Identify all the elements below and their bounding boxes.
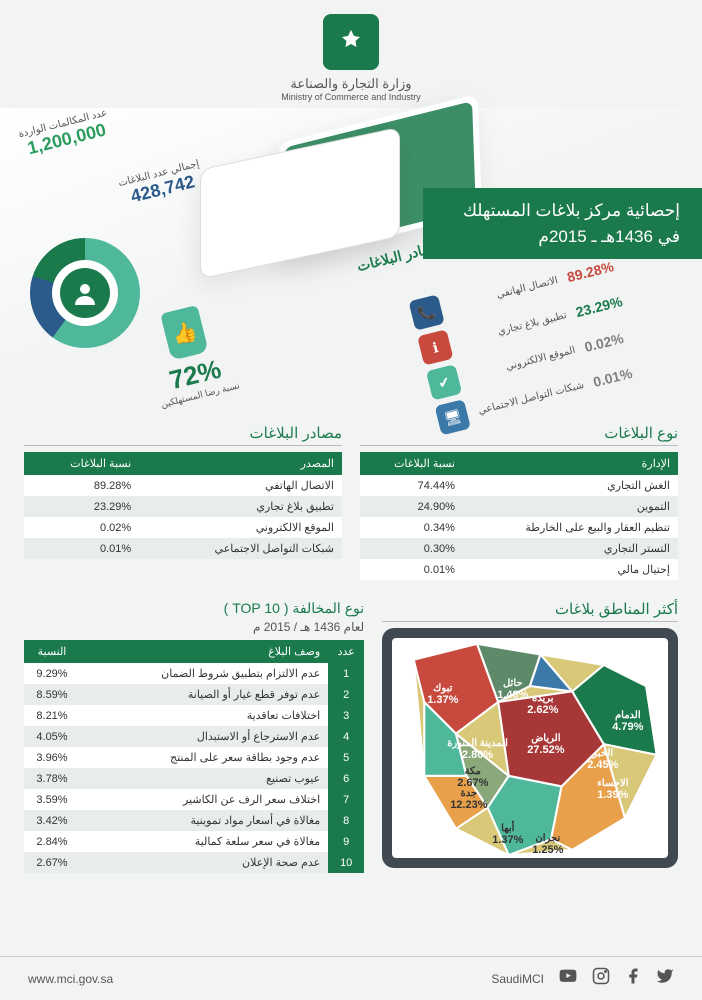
source-icon: ✔: [426, 364, 462, 400]
map-screen: الرياض27.52% جدة12.23% الدمام4.79% المدينة …: [392, 638, 668, 858]
ministry-name-en: Ministry of Commerce and Industry: [0, 92, 702, 102]
map-region-label: الخبر2.45%: [587, 748, 618, 771]
map-region-label: حائل1.48%: [497, 678, 528, 701]
sources-table-title: مصادر البلاغات: [24, 424, 342, 446]
source-pct: 0.01%: [592, 361, 648, 390]
th-source: المصدر: [139, 452, 342, 475]
source-pct: 23.29%: [574, 292, 630, 321]
lower-row: أكثر المناطق بلاغات الرياض27.52% جدة12.23…: [0, 586, 702, 883]
map-region-label: الاحساء1.39%: [597, 778, 628, 801]
stat-total-reports: إجمالي عدد البلاغات 428,742: [117, 158, 205, 209]
th-desc: وصف البلاغ: [80, 640, 328, 663]
table-row: تطبيق بلاغ تجاري23.29%: [24, 496, 342, 517]
sources-table-col: مصادر البلاغات المصدر نسبة البلاغات الات…: [24, 424, 342, 580]
map-region-label: بريدة2.62%: [527, 693, 558, 716]
table-row: 9مغالاة في سعر سلعة كمالية2.84%: [24, 831, 364, 852]
map-column: أكثر المناطق بلاغات الرياض27.52% جدة12.23…: [382, 600, 678, 873]
thumbs-up-icon: [161, 305, 209, 361]
table-row: التستر التجاري0.30%: [360, 538, 678, 559]
th-top-pct: النسبة: [24, 640, 80, 663]
stat-satisfaction: 72% نسبة رضا المستهلكين: [140, 300, 241, 411]
type-table-col: نوع البلاغات الإدارة نسبة البلاغات الغش …: [360, 424, 678, 580]
table-row: شبكات التواصل الاجتماعي0.01%: [24, 538, 342, 559]
facebook-icon[interactable]: [624, 967, 642, 990]
table-row: تنظيم العقار والبيع على الخارطة0.34%: [360, 517, 678, 538]
th-pct: نسبة البلاغات: [360, 452, 463, 475]
map-region-label: الدمام4.79%: [612, 710, 643, 733]
agent-avatar-icon: [60, 268, 110, 318]
youtube-icon[interactable]: [558, 967, 578, 990]
table-row: 1عدم الالتزام بتطبيق شروط الضمان9.29%: [24, 663, 364, 684]
th-dept: الإدارة: [463, 452, 678, 475]
ministry-name-ar: وزارة التجارة والصناعة: [0, 76, 702, 92]
twitter-icon[interactable]: [656, 967, 674, 990]
map-region-label: أبها1.37%: [492, 823, 523, 846]
top10-column: نوع المخالفة ( TOP 10 ) لعام 1436 هـ / 2…: [24, 600, 364, 873]
table-row: الغش التجاري74.44%: [360, 475, 678, 496]
source-icon: 📞: [408, 294, 444, 330]
tablet-frame-icon: الرياض27.52% جدة12.23% الدمام4.79% المدينة …: [382, 628, 678, 868]
footer: SaudiMCI www.mci.gov.sa: [0, 956, 702, 1000]
hero-sources-list: 89.28%الاتصال الهاتفي📞23.29%تطبيق بلاغ ت…: [408, 239, 695, 442]
table-row: 10عدم صحة الإعلان2.67%: [24, 852, 364, 873]
source-pct: 0.02%: [583, 326, 639, 355]
website-url[interactable]: www.mci.gov.sa: [28, 972, 113, 986]
map-region-label: الرياض27.52%: [527, 733, 564, 756]
top10-table: عدد وصف البلاغ النسبة 1عدم الالتزام بتطب…: [24, 640, 364, 873]
table-row: إحتيال مالي0.01%: [360, 559, 678, 580]
source-icon: 🖥: [435, 399, 471, 435]
map-region-label: تبوك1.37%: [427, 683, 458, 706]
stat-incoming-calls: عدد المكالمات الواردة 1,200,000: [17, 107, 113, 160]
map-title: أكثر المناطق بلاغات: [382, 600, 678, 622]
table-row: 8مغالاة في أسعار مواد تموينية3.42%: [24, 810, 364, 831]
donut-chart: [30, 238, 140, 348]
th-src-pct: نسبة البلاغات: [24, 452, 139, 475]
table-row: التموين24.90%: [360, 496, 678, 517]
top10-subtitle: لعام 1436 هـ / 2015 م: [24, 620, 364, 634]
tables-row: نوع البلاغات الإدارة نسبة البلاغات الغش …: [0, 418, 702, 586]
source-pct: 89.28%: [565, 257, 621, 286]
type-table: الإدارة نسبة البلاغات الغش التجاري74.44%…: [360, 452, 678, 580]
source-icon: ℹ: [417, 329, 453, 365]
title-line1: إحصائية مركز بلاغات المستهلك: [463, 198, 680, 224]
map-region-label: نجران1.25%: [532, 833, 563, 856]
table-row: الاتصال الهاتفي89.28%: [24, 475, 342, 496]
map-region-label: مكة2.67%: [457, 766, 488, 789]
top10-title: نوع المخالفة ( TOP 10 ): [24, 600, 364, 617]
table-row: الموقع الالكتروني0.02%: [24, 517, 342, 538]
type-table-title: نوع البلاغات: [360, 424, 678, 446]
table-row: 3اختلافات تعاقدية8.21%: [24, 705, 364, 726]
table-row: 7اختلاف سعر الرف عن الكاشير3.59%: [24, 789, 364, 810]
table-row: 4عدم الاسترجاع أو الاستبدال4.05%: [24, 726, 364, 747]
header: وزارة التجارة والصناعة Ministry of Comme…: [0, 0, 702, 108]
table-row: 6عيوب تصنيع3.78%: [24, 768, 364, 789]
table-row: 2عدم توفر قطع غيار أو الصيانة8.59%: [24, 684, 364, 705]
map-region-label: المدينة المنورة2.80%: [447, 738, 508, 761]
map-region-label: جدة12.23%: [450, 788, 487, 811]
hero-area: إحصائية مركز بلاغات المستهلك في 1436هـ ـ…: [0, 108, 702, 418]
sources-table: المصدر نسبة البلاغات الاتصال الهاتفي89.2…: [24, 452, 342, 559]
table-row: 5عدم وجود بطاقة سعر على المنتج3.96%: [24, 747, 364, 768]
social-handle: SaudiMCI: [491, 972, 544, 986]
instagram-icon[interactable]: [592, 967, 610, 990]
th-num: عدد: [328, 640, 364, 663]
ministry-logo-icon: [323, 14, 379, 70]
